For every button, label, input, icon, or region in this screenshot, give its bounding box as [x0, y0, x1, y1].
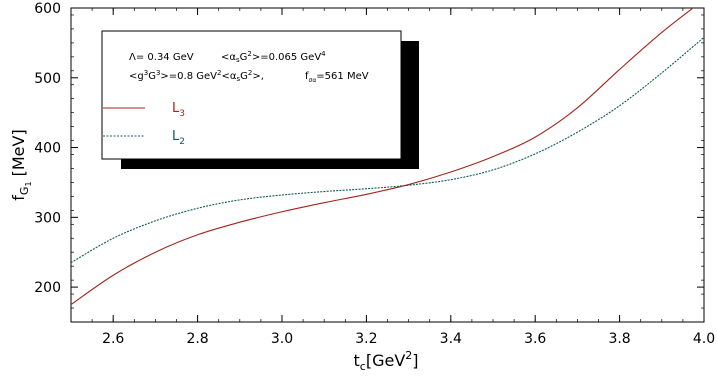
series-line-l3: [71, 8, 694, 306]
x-tick-label: 3.8: [608, 331, 630, 347]
legend-label-l3: L3: [172, 101, 185, 119]
x-tick-label: 2.6: [102, 331, 124, 347]
annotation-triple-gluon: <g3G3>=0.8 GeV2<αsG2>,: [129, 69, 264, 83]
x-tick-labels: 2.6 2.8 3.0 3.2 3.4 3.6 3.8 4.0: [102, 331, 715, 347]
x-tick-label: 4.0: [693, 331, 715, 347]
annotation-gluon-condensate: <αsG2>=0.065 GeV4: [221, 50, 326, 64]
annotation-lambda: Λ= 0.34 GeV: [129, 52, 194, 63]
series-layer: [71, 8, 704, 306]
x-tick-label: 2.8: [186, 331, 208, 347]
legend-box: Λ= 0.34 GeV <αsG2>=0.065 GeV4 <g3G3>=0.8…: [101, 30, 419, 169]
legend-label-l2: L2: [172, 129, 185, 147]
y-tick-label: 200: [34, 280, 61, 296]
x-axis-title: tc[GeV2]: [353, 349, 418, 373]
axis-ticks: [70, 7, 705, 323]
y-tick-label: 600: [34, 1, 61, 17]
x-tick-label: 3.6: [524, 331, 546, 347]
legend-panel: [101, 30, 402, 160]
x-tick-label: 3.2: [355, 331, 377, 347]
y-tick-label: 400: [34, 141, 61, 157]
annotation-decay-constant: fσα=561 MeV: [305, 71, 369, 84]
x-tick-label: 3.4: [440, 331, 462, 347]
y-tick-label: 300: [34, 210, 61, 226]
x-tick-label: 3.0: [271, 331, 293, 347]
y-tick-labels: 200 300 400 500 600: [34, 1, 61, 296]
y-tick-label: 500: [34, 71, 61, 87]
series-line-l2: [71, 36, 704, 264]
y-axis-title: fG1 [MeV]: [9, 129, 33, 200]
